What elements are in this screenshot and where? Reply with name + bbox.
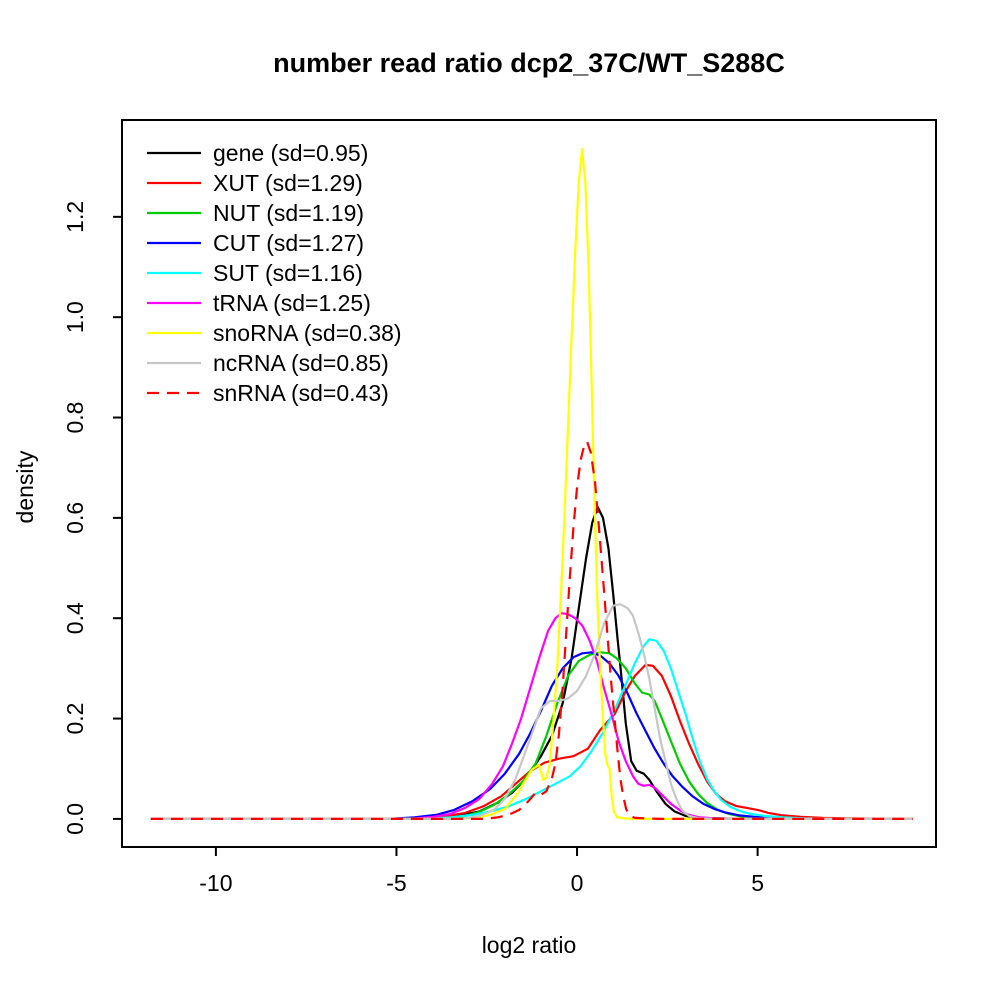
x-axis-label: log2 ratio [482, 932, 577, 958]
x-tick-label: -10 [199, 870, 232, 896]
x-tick-label: 0 [571, 870, 584, 896]
y-axis-label: density [12, 450, 38, 523]
x-tick-label: 5 [751, 870, 764, 896]
legend-label-NUT: NUT (sd=1.19) [213, 200, 364, 226]
x-tick-label: -5 [386, 870, 406, 896]
y-tick-label: 1.2 [62, 201, 88, 233]
y-tick-label: 0.2 [62, 703, 88, 735]
plot-box [121, 119, 937, 848]
legend-label-snoRNA: snoRNA (sd=0.38) [213, 320, 402, 346]
plot-layer: -10 -5 0 5 0.0 0.2 0.4 0.6 0.8 1.0 1.2 gene (sd=0.9… [62, 119, 937, 896]
legend-label-CUT: CUT (sd=1.27) [213, 230, 364, 256]
legend-label-ncRNA: ncRNA (sd=0.85) [213, 350, 389, 376]
y-tick-label: 0.6 [62, 502, 88, 534]
y-tick-label: 0.8 [62, 402, 88, 434]
legend-label-snRNA: snRNA (sd=0.43) [213, 380, 389, 406]
legend-label-XUT: XUT (sd=1.29) [213, 170, 363, 196]
legend-label-tRNA: tRNA (sd=1.25) [213, 290, 371, 316]
curve-XUT [150, 663, 913, 821]
chart-title: number read ratio dcp2_37C/WT_S288C [273, 48, 785, 78]
curve-ncRNA [150, 603, 913, 821]
curve-NUT [150, 651, 913, 821]
curve-snRNA [150, 440, 913, 821]
legend-label-gene: gene (sd=0.95) [213, 140, 368, 166]
curve-tRNA [150, 612, 913, 821]
curve-gene [150, 505, 913, 821]
y-tick-label: 1.0 [62, 301, 88, 333]
curve-snoRNA [150, 148, 913, 821]
y-tick-label: 0.0 [62, 803, 88, 835]
legend-label-SUT: SUT (sd=1.16) [213, 260, 363, 286]
curve-SUT [150, 638, 913, 821]
y-tick-label: 0.4 [62, 602, 88, 634]
